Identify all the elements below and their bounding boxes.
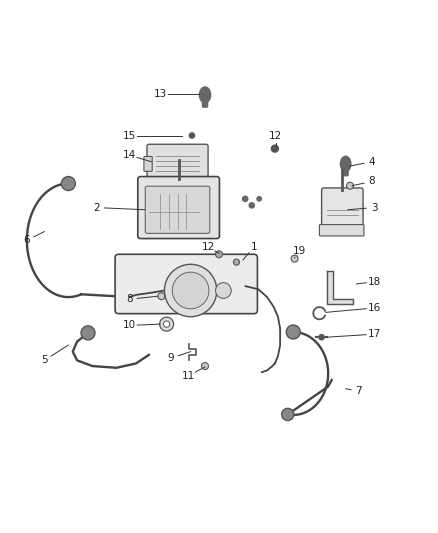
Text: 17: 17 <box>367 329 381 339</box>
Circle shape <box>201 362 208 369</box>
FancyBboxPatch shape <box>147 144 208 177</box>
Text: 15: 15 <box>123 131 136 141</box>
Circle shape <box>243 196 248 201</box>
FancyBboxPatch shape <box>138 176 219 239</box>
Text: 16: 16 <box>367 303 381 313</box>
Ellipse shape <box>199 87 211 103</box>
Text: 11: 11 <box>182 370 195 381</box>
FancyBboxPatch shape <box>144 157 152 171</box>
Text: 7: 7 <box>355 386 362 396</box>
Circle shape <box>159 317 173 331</box>
Circle shape <box>164 264 217 317</box>
Text: 8: 8 <box>126 294 133 304</box>
Text: 12: 12 <box>269 131 283 141</box>
Circle shape <box>172 272 209 309</box>
FancyBboxPatch shape <box>343 166 348 176</box>
Circle shape <box>61 176 75 190</box>
FancyBboxPatch shape <box>145 186 210 233</box>
Circle shape <box>249 203 254 208</box>
Text: 18: 18 <box>367 277 381 287</box>
Circle shape <box>346 182 353 189</box>
Circle shape <box>291 255 298 262</box>
Circle shape <box>158 293 165 300</box>
Circle shape <box>189 133 194 138</box>
Text: 2: 2 <box>93 203 100 213</box>
Circle shape <box>163 321 170 327</box>
Text: 12: 12 <box>201 242 215 252</box>
Circle shape <box>215 251 223 258</box>
Circle shape <box>215 282 231 298</box>
Ellipse shape <box>340 156 351 172</box>
Text: 10: 10 <box>123 320 136 330</box>
Circle shape <box>257 197 261 201</box>
Text: 9: 9 <box>168 353 174 363</box>
Text: 8: 8 <box>368 176 375 187</box>
Text: 5: 5 <box>41 356 48 365</box>
Polygon shape <box>327 271 353 304</box>
Circle shape <box>319 335 324 340</box>
Circle shape <box>272 145 279 152</box>
Circle shape <box>282 408 294 421</box>
Circle shape <box>286 325 300 339</box>
Text: 1: 1 <box>251 242 257 252</box>
FancyBboxPatch shape <box>321 188 363 231</box>
Text: 4: 4 <box>368 157 375 167</box>
Text: 6: 6 <box>24 235 30 245</box>
Text: 14: 14 <box>123 150 136 160</box>
Circle shape <box>233 259 240 265</box>
Text: 13: 13 <box>153 89 167 99</box>
FancyBboxPatch shape <box>115 254 258 313</box>
FancyBboxPatch shape <box>319 224 364 236</box>
Circle shape <box>81 326 95 340</box>
Text: 3: 3 <box>371 203 377 213</box>
Text: 19: 19 <box>293 246 307 256</box>
FancyBboxPatch shape <box>202 98 208 107</box>
